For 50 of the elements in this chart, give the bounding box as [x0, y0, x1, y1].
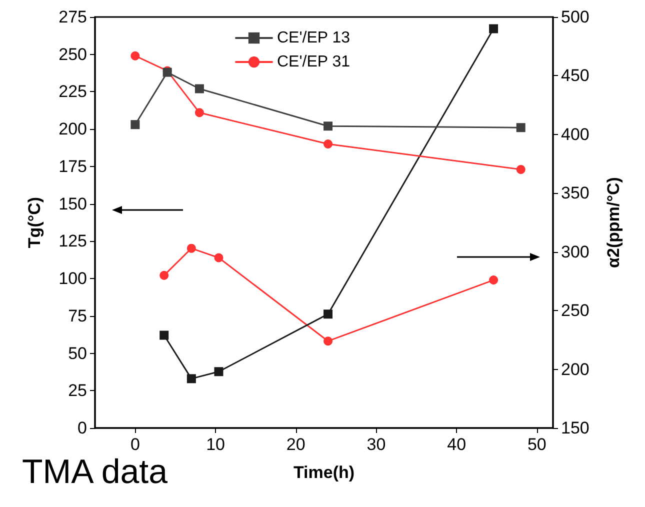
point — [160, 270, 169, 280]
x-tick-label: 10 — [206, 435, 225, 454]
point — [324, 140, 333, 149]
y-tick-label: 50 — [68, 344, 87, 363]
point — [160, 330, 169, 340]
point — [130, 120, 140, 130]
y-axis-title: Tg(°C) — [25, 196, 44, 248]
x-tick-label: 50 — [527, 435, 546, 454]
point — [324, 122, 333, 131]
point — [214, 253, 224, 262]
y2-tick-label: 350 — [561, 184, 590, 203]
y2-tick-label: 400 — [561, 124, 590, 144]
y-tick-label: 200 — [58, 120, 87, 139]
point — [489, 24, 498, 34]
y2-tick-label: 250 — [561, 301, 590, 320]
x-tick-label: 0 — [130, 435, 140, 454]
y-tick-label: 250 — [58, 44, 87, 64]
x-tick-label: 20 — [286, 435, 306, 454]
y2-tick-label: 500 — [561, 8, 590, 26]
y-tick-label: 25 — [68, 381, 87, 400]
point — [130, 51, 140, 60]
point — [324, 336, 333, 346]
point — [186, 244, 196, 253]
y-tick-label: 0 — [78, 418, 87, 438]
point — [516, 164, 526, 174]
point — [214, 367, 224, 376]
text: TMA data — [22, 453, 168, 491]
point — [489, 276, 498, 285]
y-tick-label: 150 — [58, 194, 87, 214]
x-tick-label: 40 — [447, 435, 466, 454]
x-tick-label: 30 — [366, 435, 386, 454]
y2-axis-title: α2(ppm/°C) — [604, 177, 623, 268]
y-tick-label: 100 — [58, 269, 87, 288]
point — [194, 108, 204, 118]
y-tick-label: 225 — [58, 82, 87, 102]
legend-label: CE'/EP 31 — [277, 54, 350, 70]
point — [324, 310, 333, 319]
y2-tick-label: 200 — [561, 360, 590, 379]
x-axis-title: Time(h) — [293, 463, 355, 482]
point — [516, 123, 526, 132]
y2-tick-label: 150 — [561, 418, 590, 438]
y2-tick-label: 300 — [561, 242, 590, 262]
y-tick-label: 275 — [58, 8, 87, 26]
point — [186, 374, 196, 384]
y2-tick-label: 450 — [561, 66, 590, 86]
y-tick-label: 125 — [58, 232, 87, 251]
y-tick-label: 175 — [58, 156, 87, 176]
y-tick-label: 75 — [68, 306, 87, 326]
legend-label: CE'/EP 13 — [277, 30, 350, 46]
point — [194, 84, 204, 94]
